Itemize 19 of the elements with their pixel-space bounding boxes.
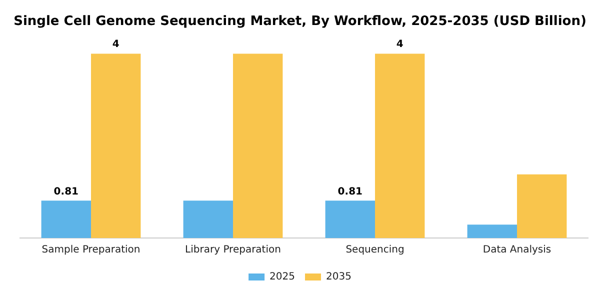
data-label: 4 — [112, 39, 120, 50]
x-tick-label: Data Analysis — [482, 244, 552, 256]
legend-label: 2035 — [326, 272, 352, 283]
bar — [41, 200, 91, 238]
x-tick-label: Sample Preparation — [42, 244, 140, 256]
x-tick-label: Sequencing — [346, 244, 404, 256]
bar — [517, 174, 567, 238]
data-label: 4 — [396, 39, 404, 50]
chart-title: Single Cell Genome Sequencing Market, By Workflow, 2025-2035 (USD Billion) — [14, 14, 586, 30]
bar — [467, 224, 517, 238]
bar — [325, 200, 375, 238]
bar — [233, 54, 283, 238]
data-label: 0.81 — [338, 186, 363, 198]
legend-label: 2025 — [270, 272, 296, 283]
bar — [91, 54, 141, 238]
data-label: 0.81 — [54, 186, 79, 198]
x-tick-label: Library Preparation — [185, 244, 281, 256]
bar — [183, 200, 233, 238]
bar — [375, 54, 425, 238]
